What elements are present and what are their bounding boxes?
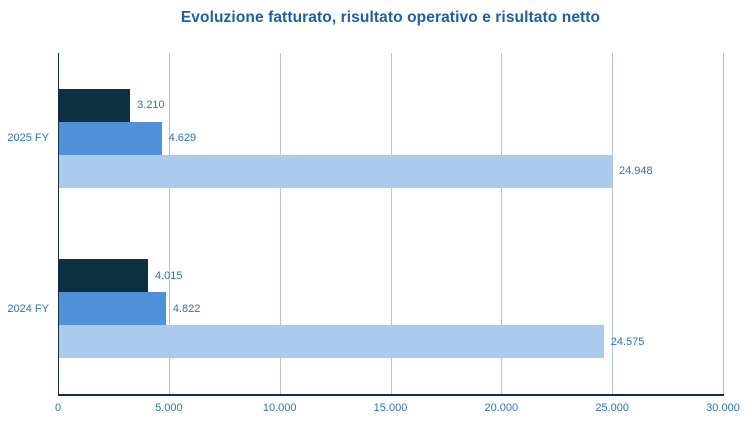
category-label: 2025 FY bbox=[7, 132, 49, 145]
bar-row: 3.210 bbox=[59, 88, 724, 122]
bar-row: 4.015 bbox=[59, 259, 724, 293]
bar-row: 24.575 bbox=[59, 325, 724, 359]
chart-title: Evoluzione fatturato, risultato operativ… bbox=[180, 9, 601, 26]
bar-series-3 bbox=[59, 325, 604, 359]
x-tick-label: 15.000 bbox=[373, 402, 408, 414]
gridline bbox=[279, 53, 281, 394]
x-tick-label: 0 bbox=[54, 402, 62, 414]
x-tick-label: 25.000 bbox=[595, 402, 629, 414]
bar-series-3 bbox=[59, 154, 612, 188]
category-label: 2024 FY bbox=[7, 302, 49, 315]
x-axis-tick-labels: 0 5.000 10.000 15.000 20.000 25.000 30.000 bbox=[54, 402, 740, 418]
bar-row: 4.629 bbox=[59, 121, 724, 155]
gridline bbox=[723, 53, 724, 394]
x-tick-label: 20.000 bbox=[484, 402, 519, 414]
bar-value-label: 24.575 bbox=[610, 335, 645, 348]
bar-series-2 bbox=[59, 121, 162, 155]
bar-row: 4.822 bbox=[59, 292, 724, 326]
x-tick-label: 10.000 bbox=[262, 402, 297, 414]
x-tick-label: 5.000 bbox=[155, 402, 183, 414]
plot-area: 2025 FY 3.210 4.629 24.948 2024 FY 4.015 4.822… bbox=[7, 53, 724, 396]
bar-series-2 bbox=[59, 292, 166, 326]
gridline bbox=[501, 53, 503, 394]
bar-value-label: 4.629 bbox=[168, 132, 197, 145]
bar-series-1 bbox=[59, 88, 131, 122]
bar-row: 24.948 bbox=[59, 154, 724, 188]
gridline bbox=[612, 53, 614, 394]
bar-value-label: 3.210 bbox=[137, 99, 165, 112]
category-band: 2024 FY 4.015 4.822 24.575 bbox=[7, 224, 724, 395]
bar-value-label: 4.822 bbox=[172, 302, 201, 315]
gridline bbox=[390, 53, 392, 394]
bar-series-1 bbox=[59, 259, 148, 293]
gridline bbox=[168, 53, 170, 394]
bar-value-label: 4.015 bbox=[154, 269, 183, 282]
category-band: 2025 FY 3.210 4.629 24.948 bbox=[7, 53, 724, 224]
bar-value-label: 24.948 bbox=[619, 165, 653, 178]
x-tick-label: 30.000 bbox=[706, 402, 740, 414]
